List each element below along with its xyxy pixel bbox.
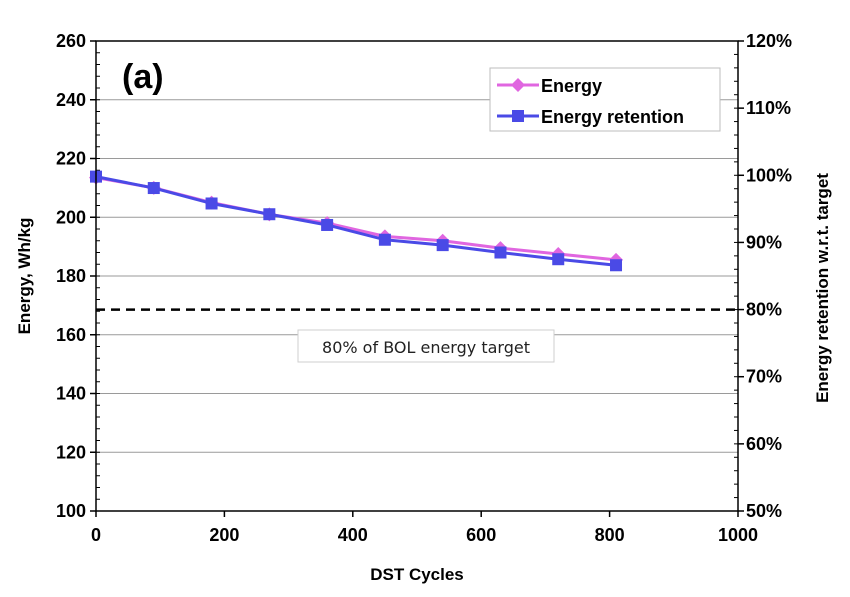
legend: Energy Energy retention: [489, 67, 721, 132]
energy-retention-point: [610, 259, 623, 272]
energy-retention-point: [552, 253, 565, 266]
legend-box: [489, 67, 721, 132]
x-tick-labels: 0 200 400 600 800 1000: [91, 525, 758, 545]
x-tick-label: 600: [466, 525, 496, 545]
x-axis-title: DST Cycles: [370, 565, 464, 584]
x-tick-label: 400: [338, 525, 368, 545]
y-tick-label: 180: [56, 266, 86, 286]
series-line-energy-retention: [95, 175, 617, 267]
legend-energy-marker: [511, 78, 525, 92]
y-tick-label: 240: [56, 90, 86, 110]
y-tick-label: 120: [56, 442, 86, 462]
legend-energy-label: Energy: [541, 76, 602, 96]
y2-tick-label: 60%: [746, 434, 782, 454]
energy-retention-point: [205, 197, 218, 210]
y-tick-label: 260: [56, 31, 86, 51]
x-tick-label: 0: [91, 525, 101, 545]
y2-tick-label: 80%: [746, 300, 782, 320]
reference-annotation: 80% of BOL energy target: [297, 329, 555, 363]
y-tick-label: 200: [56, 207, 86, 227]
energy-retention-point: [378, 233, 391, 246]
y-tick-label: 140: [56, 384, 86, 404]
y-axis-title: Energy, Wh/kg: [15, 218, 34, 335]
y2-tick-label: 70%: [746, 367, 782, 387]
y-tick-labels: 100 120 140 160 180 200 220 240 260: [56, 31, 86, 521]
y2-axis-title: Energy retention w.r.t. target: [813, 173, 832, 403]
y2-tick-label: 100%: [746, 165, 792, 185]
energy-retention-point: [494, 246, 507, 259]
x-tick-label: 1000: [718, 525, 758, 545]
y-tick-label: 220: [56, 149, 86, 169]
energy-retention-point: [263, 208, 276, 221]
energy-retention-point: [436, 239, 449, 252]
x-tick-label: 200: [209, 525, 239, 545]
legend-retention-marker: [512, 110, 524, 122]
y2-tick-label: 120%: [746, 31, 792, 51]
energy-retention-point: [147, 182, 160, 195]
legend-retention-label: Energy retention: [541, 107, 684, 127]
y-tick-label: 100: [56, 501, 86, 521]
reference-label: 80% of BOL energy target: [322, 338, 530, 357]
y2-tick-label: 90%: [746, 232, 782, 252]
energy-retention-point: [321, 218, 334, 231]
x-tick-label: 800: [595, 525, 625, 545]
series-group: [89, 170, 624, 272]
y2-tick-label: 50%: [746, 501, 782, 521]
plot-frame: [95, 40, 739, 512]
y2-tick-label: 110%: [746, 98, 791, 118]
y2-tick-labels: 50% 60% 70% 80% 90% 100% 110% 120%: [746, 31, 792, 521]
panel-label: (a): [122, 58, 164, 96]
reference-annotation-bg: [297, 329, 555, 363]
y-tick-label: 160: [56, 325, 86, 345]
